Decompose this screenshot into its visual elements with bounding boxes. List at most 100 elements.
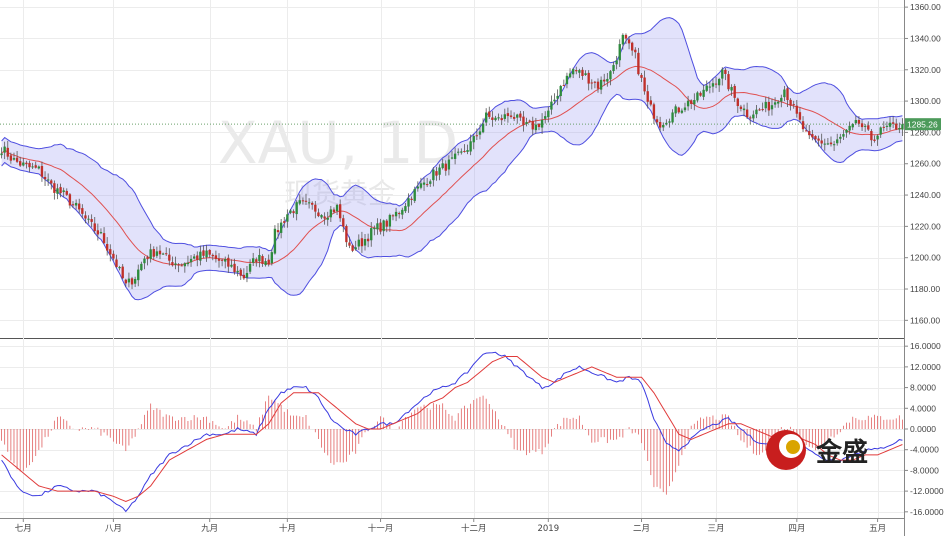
macd-tick-label: 8.0000 <box>910 383 936 393</box>
bollinger-upper-line <box>1 17 903 252</box>
month-label: 2019 <box>537 524 559 534</box>
candle-body <box>68 194 72 206</box>
candle-body <box>463 150 466 152</box>
last-price-tag <box>905 118 941 131</box>
candle-body <box>416 186 420 189</box>
candle-body <box>252 258 255 263</box>
candle-body <box>724 69 727 74</box>
candle-body <box>814 136 817 140</box>
candle-body <box>516 114 519 118</box>
candle-body <box>870 130 873 141</box>
candle-body <box>873 139 876 141</box>
candle-body <box>373 228 376 230</box>
candle-body <box>550 101 553 110</box>
candle-body <box>143 258 146 264</box>
candle-body <box>761 109 764 111</box>
candle-body <box>441 163 444 169</box>
price-tick-label: 1180.00 <box>910 284 940 294</box>
candle-body <box>236 270 239 273</box>
price-tick-label: 1280.00 <box>910 127 941 137</box>
macd-tick-label: -12.0000 <box>910 486 944 496</box>
candle-body <box>565 75 569 85</box>
candle-body <box>758 109 761 111</box>
macd-tick-label: 16.0000 <box>910 341 941 351</box>
candle-body <box>152 249 155 257</box>
candle-body <box>202 250 205 256</box>
candle-body <box>379 222 382 232</box>
candle-body <box>9 155 13 161</box>
candle-body <box>652 104 656 119</box>
candle-body <box>860 123 864 128</box>
candle-body <box>488 111 491 117</box>
candle-body <box>643 77 646 92</box>
candle-body <box>283 221 286 223</box>
candle-body <box>118 266 121 269</box>
candle-body <box>863 125 867 127</box>
candle-body <box>671 112 674 123</box>
candle-body <box>817 138 820 141</box>
candle-body <box>192 256 196 259</box>
candle-body <box>525 122 528 124</box>
candle-body <box>56 188 59 194</box>
symbol-watermark: XAU, 1D <box>218 109 458 177</box>
candle-body <box>332 209 336 213</box>
candle-body <box>478 131 482 135</box>
candle-body <box>773 102 777 105</box>
candle-body <box>506 113 510 117</box>
candle-body <box>354 247 357 250</box>
candle-body <box>581 69 584 76</box>
candle-body <box>891 122 895 124</box>
candle-body <box>627 39 631 44</box>
candle-body <box>497 117 500 119</box>
candle-body <box>547 110 550 118</box>
candle-body <box>484 112 488 123</box>
candle-body <box>286 214 289 222</box>
candle-body <box>587 72 590 84</box>
candle-body <box>273 228 277 254</box>
candle-body <box>401 209 404 215</box>
candle-body <box>755 109 758 115</box>
candle-body <box>655 119 659 123</box>
candle-body <box>37 166 41 169</box>
candle-body <box>820 140 823 144</box>
candle-body <box>693 100 696 105</box>
candle-body <box>295 202 298 215</box>
candle-body <box>171 262 174 266</box>
candle-body <box>46 179 50 181</box>
candle-body <box>522 116 525 125</box>
candle-body <box>348 242 351 246</box>
candle-body <box>783 89 786 98</box>
candle-body <box>314 204 317 212</box>
candle-body <box>317 212 320 217</box>
candle-body <box>578 70 581 73</box>
candle-body <box>155 251 159 256</box>
candle-body <box>509 115 513 117</box>
candle-body <box>168 254 171 261</box>
candle-body <box>304 200 308 202</box>
candle-body <box>391 215 395 217</box>
candle-body <box>777 101 780 104</box>
candle-body <box>12 158 16 160</box>
candle-body <box>363 239 367 246</box>
candle-body <box>177 264 180 266</box>
candle-body <box>752 114 755 119</box>
candle-body <box>220 259 224 261</box>
candle-body <box>842 134 845 137</box>
candle-body <box>851 123 854 128</box>
candle-body <box>22 162 25 166</box>
candle-body <box>559 86 562 97</box>
candle-body <box>205 250 208 258</box>
candle-body <box>767 101 771 111</box>
candle-body <box>609 71 612 80</box>
candle-body <box>618 44 621 61</box>
axis-layer: 1160.00 1180.00 1200.00 1220.00 1240.00 1260.… <box>15 2 944 534</box>
macd-tick-label: 0.0000 <box>910 424 936 434</box>
candle-body <box>742 108 746 111</box>
candle-body <box>702 89 705 97</box>
candle-body <box>276 230 280 233</box>
candle-body <box>590 82 593 84</box>
candle-body <box>146 257 149 260</box>
candle-body <box>81 208 84 214</box>
candle-body <box>245 272 249 278</box>
candle-body <box>603 79 606 82</box>
